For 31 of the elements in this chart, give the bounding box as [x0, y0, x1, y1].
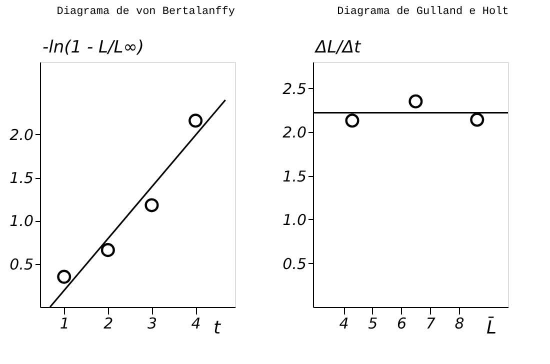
y-tick-label: 1.0 — [282, 211, 306, 229]
y-tick-label: 2.0 — [282, 124, 306, 142]
y-tick-label: 2.0 — [10, 126, 34, 144]
y-tick-label: 1.0 — [10, 212, 34, 230]
x-tick-label: 5 — [368, 314, 378, 332]
x-tick-label: 6 — [396, 314, 407, 332]
y-tick-label: 1.5 — [10, 169, 34, 188]
x-axis-title: t — [214, 318, 222, 338]
point — [100, 243, 115, 258]
x-tick-label: 2 — [104, 314, 114, 332]
y-tick-label: 1.5 — [282, 167, 306, 186]
point — [408, 94, 423, 108]
x-tick-label: 8 — [454, 314, 464, 332]
y-tick-label: 0.5 — [10, 255, 34, 274]
point — [470, 112, 484, 127]
x-tick-label: 3 — [147, 314, 158, 332]
x-tick-label: 4 — [339, 314, 349, 332]
chart-title: Diagrama de Gulland e Holt — [337, 6, 509, 18]
point — [188, 114, 203, 128]
x-tick-label: 1 — [60, 314, 70, 332]
point — [144, 198, 159, 212]
x-tick-label: 4 — [191, 314, 201, 332]
y-tick-label: 0.5 — [282, 254, 306, 273]
y-tick-label: 2.5 — [282, 80, 306, 98]
y-axis-title: ΔL/Δt — [314, 38, 362, 58]
point — [345, 114, 360, 128]
point — [57, 270, 72, 284]
x-axis-title: L̄ — [486, 316, 497, 338]
x-tick-label: 7 — [426, 314, 436, 332]
chart-title: Diagrama de von Bertalanffy — [56, 6, 236, 18]
y-axis-title: -ln(1 - L/L∞) — [42, 38, 144, 58]
